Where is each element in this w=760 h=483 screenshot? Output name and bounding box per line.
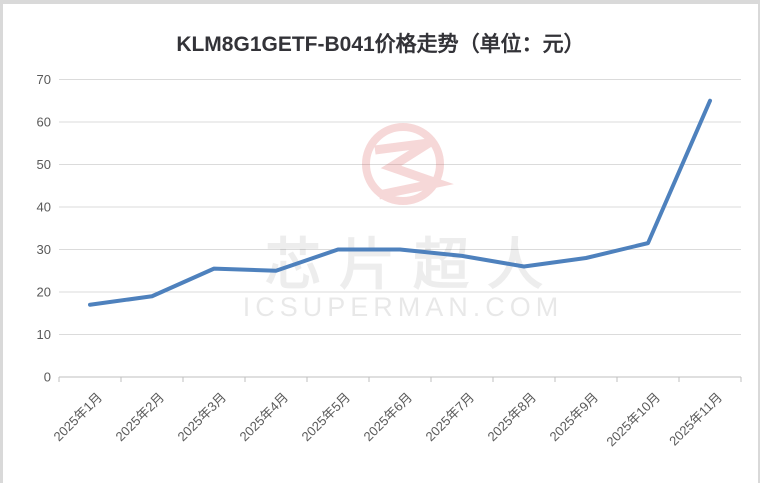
y-tick-label: 0 <box>44 370 51 385</box>
x-tick-label: 2025年7月 <box>423 390 478 445</box>
x-axis <box>58 376 742 382</box>
y-axis-labels: 0 10 20 30 40 50 60 70 <box>37 72 51 385</box>
y-tick-label: 40 <box>37 200 51 215</box>
price-line <box>88 98 712 307</box>
x-tick-label: 2025年10月 <box>603 390 663 450</box>
y-tick-label: 10 <box>37 327 51 342</box>
watermark-cn-text: 芯片超人 <box>265 233 561 296</box>
chart-title: KLM8G1GETF-B041价格走势（单位：元） <box>176 33 585 56</box>
x-tick-label: 2025年5月 <box>299 390 354 445</box>
watermark-logo-icon <box>362 123 454 205</box>
y-tick-label: 60 <box>37 115 51 130</box>
x-tick-label: 2025年3月 <box>175 390 230 445</box>
watermark: 芯片超人 ICSUPERMAN.COM <box>243 123 564 322</box>
x-tick-label: 2025年9月 <box>547 390 602 445</box>
y-tick-label: 30 <box>37 242 51 257</box>
x-axis-labels: 2025年1月 2025年2月 2025年3月 2025年4月 2025年5月 2025年… <box>51 390 726 450</box>
x-tick-label: 2025年2月 <box>113 390 168 445</box>
x-tick-label: 2025年4月 <box>237 390 292 445</box>
y-tick-label: 20 <box>37 285 51 300</box>
x-tick-label: 2025年8月 <box>485 390 540 445</box>
x-tick-label: 2025年1月 <box>51 390 106 445</box>
watermark-en-text: ICSUPERMAN.COM <box>243 292 564 322</box>
x-tick-label: 2025年6月 <box>361 390 416 445</box>
y-tick-label: 50 <box>37 157 51 172</box>
x-tick-label: 2025年11月 <box>666 390 725 449</box>
y-tick-label: 70 <box>37 72 51 87</box>
